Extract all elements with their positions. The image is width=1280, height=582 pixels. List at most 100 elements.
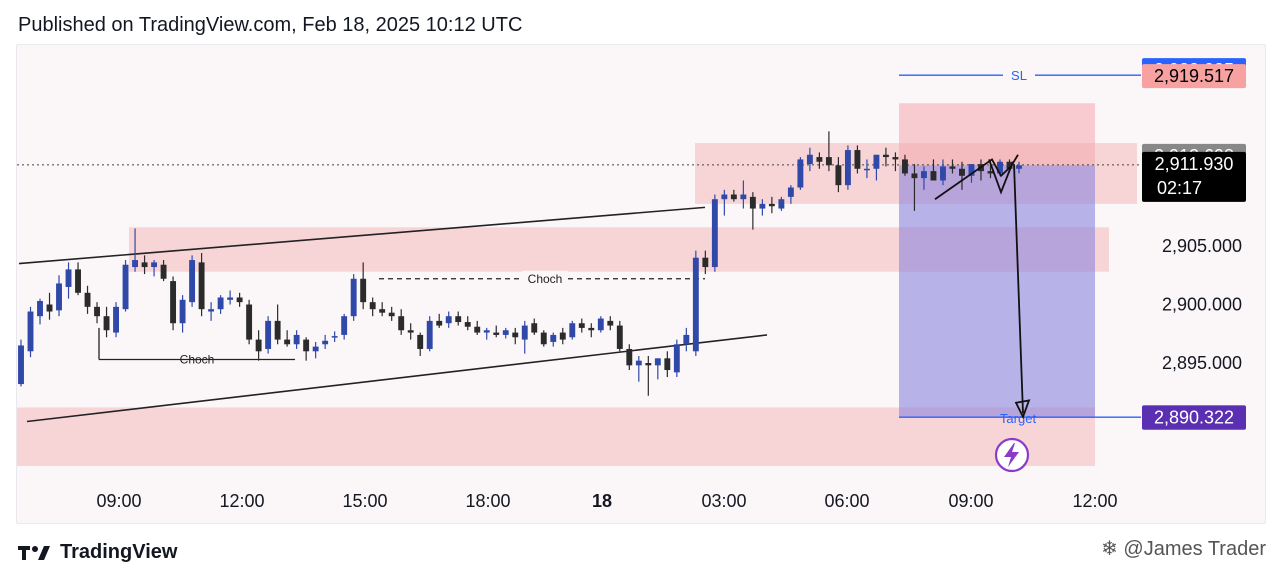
candle-body[interactable]: [103, 316, 110, 331]
candle-body[interactable]: [901, 159, 908, 174]
candle-body[interactable]: [540, 332, 547, 345]
candle-body[interactable]: [787, 187, 794, 197]
candle-body[interactable]: [635, 360, 642, 366]
candle-body[interactable]: [151, 262, 158, 268]
candle-body[interactable]: [122, 264, 129, 310]
candle-body[interactable]: [616, 325, 623, 349]
candle-body[interactable]: [18, 345, 24, 385]
candle-body[interactable]: [692, 257, 699, 352]
candlestick-chart[interactable]: Choch Choch SL Target 2,905.000 2,900.000 2,89…: [17, 45, 1265, 523]
candle-body[interactable]: [360, 278, 367, 303]
candle-body[interactable]: [664, 358, 671, 371]
candle-body[interactable]: [550, 334, 557, 342]
candle-body[interactable]: [654, 358, 661, 366]
candle-body[interactable]: [816, 157, 823, 162]
candle-body[interactable]: [749, 196, 756, 209]
candle-body[interactable]: [170, 281, 177, 324]
candle-body[interactable]: [911, 173, 918, 179]
candle-body[interactable]: [217, 297, 224, 310]
candle-body[interactable]: [806, 154, 813, 165]
candle-body[interactable]: [113, 306, 119, 333]
candle-body[interactable]: [1006, 161, 1013, 169]
candle-body[interactable]: [493, 332, 500, 335]
candle-body[interactable]: [626, 348, 633, 366]
candle-body[interactable]: [569, 323, 576, 338]
candle-body[interactable]: [312, 346, 319, 352]
candle-body[interactable]: [388, 312, 395, 317]
price-label-bg[interactable]: [1142, 405, 1246, 430]
candle-body[interactable]: [198, 262, 205, 310]
candle-body[interactable]: [512, 332, 519, 338]
candle-body[interactable]: [531, 323, 538, 333]
candle-body[interactable]: [179, 299, 186, 324]
candle-body[interactable]: [778, 199, 785, 209]
candle-body[interactable]: [921, 171, 927, 179]
candle-body[interactable]: [721, 194, 728, 200]
candle-body[interactable]: [502, 330, 509, 335]
candle-body[interactable]: [227, 297, 234, 300]
candle-body[interactable]: [436, 320, 443, 326]
candle-body[interactable]: [37, 300, 43, 317]
candle-body[interactable]: [797, 159, 804, 188]
candle-body[interactable]: [892, 157, 899, 160]
candle-body[interactable]: [597, 318, 604, 331]
candle-body[interactable]: [559, 332, 566, 340]
candle-body[interactable]: [882, 154, 889, 158]
candle-body[interactable]: [141, 262, 148, 268]
candle-body[interactable]: [417, 334, 424, 349]
price-label-bg[interactable]: [1142, 64, 1246, 89]
candle-body[interactable]: [759, 203, 766, 209]
candle-body[interactable]: [369, 302, 376, 310]
candle-body[interactable]: [426, 320, 433, 349]
candle-body[interactable]: [236, 297, 243, 303]
candle-body[interactable]: [208, 309, 215, 312]
candle-body[interactable]: [673, 344, 680, 373]
candle-body[interactable]: [930, 171, 937, 181]
projection-arrow[interactable]: [1013, 164, 1024, 414]
candle-body[interactable]: [398, 316, 405, 331]
candle-body[interactable]: [702, 257, 709, 268]
candle-body[interactable]: [835, 165, 842, 186]
candle-body[interactable]: [730, 194, 737, 200]
candle-body[interactable]: [854, 150, 861, 169]
candle-body[interactable]: [265, 320, 272, 349]
candle-body[interactable]: [968, 164, 975, 176]
price-label-bg[interactable]: [1142, 151, 1246, 202]
candle-body[interactable]: [740, 194, 747, 200]
candle-body[interactable]: [27, 311, 34, 352]
candle-body[interactable]: [255, 339, 262, 352]
candle-body[interactable]: [483, 330, 490, 333]
candle-body[interactable]: [407, 330, 414, 333]
candle-body[interactable]: [768, 203, 775, 207]
chart-panel[interactable]: Choch Choch SL Target 2,905.000 2,900.000 2,89…: [16, 44, 1266, 524]
channel-upper-line[interactable]: [18, 206, 706, 265]
candle-body[interactable]: [987, 171, 994, 174]
candle-body[interactable]: [873, 154, 880, 169]
candle-body[interactable]: [160, 264, 167, 279]
candle-body[interactable]: [863, 168, 870, 171]
zigzag-pullback[interactable]: [988, 159, 1014, 195]
candle-body[interactable]: [949, 166, 956, 169]
channel-lower-line[interactable]: [26, 334, 768, 423]
candle-body[interactable]: [464, 322, 471, 327]
candle-body[interactable]: [65, 269, 72, 287]
candle-body[interactable]: [274, 320, 281, 340]
candle-body[interactable]: [75, 269, 81, 293]
candle-body[interactable]: [46, 304, 53, 312]
candle-body[interactable]: [303, 339, 310, 352]
candle-body[interactable]: [607, 320, 614, 326]
tradingview-logo[interactable]: TradingView: [18, 541, 177, 564]
candle-body[interactable]: [341, 316, 348, 335]
candle-body[interactable]: [293, 334, 300, 345]
candle-body[interactable]: [322, 340, 329, 345]
candle-body[interactable]: [189, 260, 196, 303]
candle-body[interactable]: [997, 161, 1003, 174]
candle-body[interactable]: [379, 309, 386, 313]
candle-body[interactable]: [132, 260, 139, 268]
candle-body[interactable]: [959, 168, 965, 176]
candle-body[interactable]: [455, 316, 462, 323]
candle-body[interactable]: [588, 327, 595, 331]
candle-body[interactable]: [350, 278, 357, 317]
candle-body[interactable]: [246, 304, 253, 340]
candle-body[interactable]: [1016, 165, 1022, 169]
